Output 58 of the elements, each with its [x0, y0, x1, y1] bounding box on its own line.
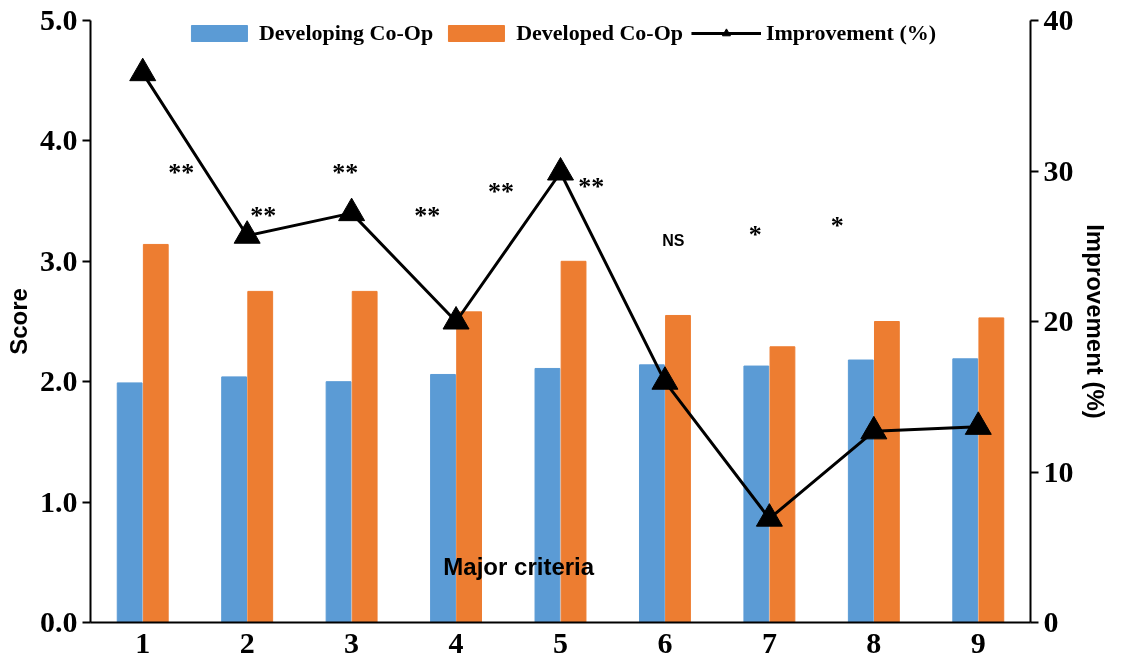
bar [351, 290, 378, 623]
legend-label: Developing Co-Op [258, 20, 434, 46]
y2-tick-label: 10 [1043, 454, 1074, 488]
legend-label: Improvement (%) [765, 20, 937, 46]
point [338, 197, 366, 222]
bar [873, 321, 900, 623]
bar [221, 376, 248, 623]
x-tick-label: 7 [761, 625, 777, 657]
annotation: ** [414, 201, 441, 230]
y-axis-title: Score [5, 288, 32, 355]
point [964, 411, 992, 435]
bar [743, 365, 770, 623]
point [442, 305, 470, 330]
y-tick-label: 0.0 [40, 605, 78, 638]
point [547, 156, 574, 181]
annotation: ** [578, 172, 605, 202]
y-tick-label: 3.0 [40, 243, 78, 277]
annotation: * [830, 210, 844, 240]
point [860, 415, 888, 440]
y2-tick-label: 0 [1043, 605, 1059, 638]
x-tick-label: 4 [448, 625, 464, 657]
bar [116, 382, 143, 623]
y-tick-label: 1.0 [40, 484, 78, 518]
y2-axis-title: Improvement (%) [1081, 224, 1109, 419]
annotation: * [748, 220, 762, 250]
x-tick-label: 5 [553, 625, 568, 657]
y-tick-label: 2.0 [40, 364, 78, 398]
y2-tick-label: 40 [1043, 3, 1074, 36]
bar [665, 314, 691, 623]
y-tick-label: 4.0 [40, 123, 78, 157]
bar [769, 346, 796, 623]
annotation: NS [662, 232, 685, 250]
annotation: ** [487, 176, 514, 206]
point [755, 503, 783, 527]
y-tick-label: 5.0 [40, 3, 78, 36]
x-tick-label: 8 [866, 625, 882, 657]
x-tick-label: 6 [657, 625, 673, 657]
point [129, 57, 157, 82]
point [651, 366, 679, 390]
annotation: ** [250, 201, 277, 230]
bar [847, 359, 874, 623]
bar [638, 364, 665, 623]
legend-label: Developed Co-Op [516, 20, 683, 46]
x-tick-label: 3 [344, 625, 360, 657]
annotation: ** [168, 157, 195, 187]
bar [325, 381, 352, 623]
bar [142, 243, 169, 623]
point [233, 220, 261, 244]
x-tick-label: 2 [239, 625, 255, 657]
annotation: ** [332, 157, 359, 187]
x-tick-label: 1 [135, 625, 151, 657]
x-axis-title: Major criteria [443, 553, 595, 581]
x-tick-label: 9 [970, 625, 986, 657]
y2-tick-label: 30 [1043, 153, 1074, 187]
bar [952, 358, 979, 623]
bar [978, 317, 1005, 623]
bar [247, 290, 274, 623]
y2-tick-label: 20 [1043, 304, 1074, 337]
